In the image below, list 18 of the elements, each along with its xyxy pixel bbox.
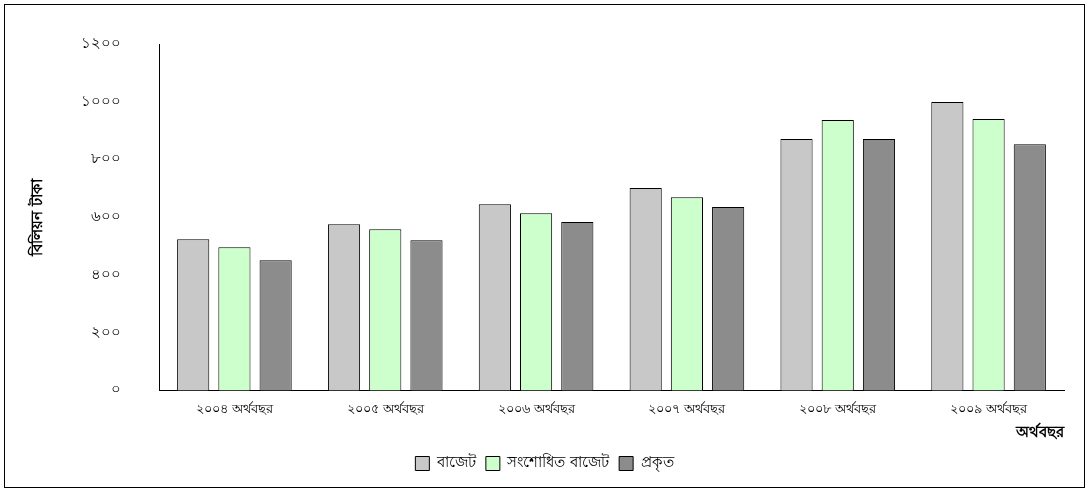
x-tick-label: ২০০৬ অর্থবছর [497,400,576,416]
y-tick-label: ২০০ [91,322,121,341]
y-tick-label: ৮০০ [91,149,121,168]
y-tick-label: ১২০০ [81,33,121,52]
legend-label: প্রকৃত [640,453,675,473]
x-tick-label: ২০০৮ অর্থবছর [799,400,878,416]
x-axis-title: অর্থবছর [1015,421,1065,441]
y-tick-label: ৬০০ [91,207,121,226]
y-axis-title: বিলিয়ন টাকা [26,177,46,257]
legend-label: বাজেট [435,453,477,472]
x-tick-label: ২০০৭ অর্থবছর [648,400,727,416]
y-tick-label: ০ [111,380,121,399]
legend-label: সংশোধিত বাজেট [506,453,611,472]
x-tick-label: ২০০৯ অর্থবছর [950,400,1029,416]
y-tick-label: ৪০০ [91,264,121,283]
x-tick-label: ২০০৪ অর্থবছর [195,400,274,416]
y-tick-label: ১০০০ [81,91,121,110]
x-tick-label: ২০০৫ অর্থবছর [346,400,425,416]
